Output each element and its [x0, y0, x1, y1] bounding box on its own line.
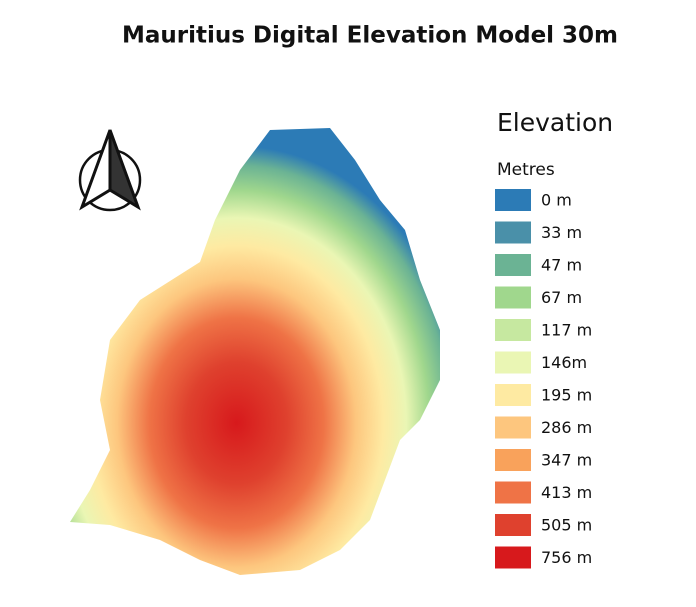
legend: 0 m 33 m 47 m 67 m 117 m 146m 195 m 286 m 347 m 4…: [495, 189, 592, 569]
legend-label: 347 m: [541, 451, 592, 470]
legend-label: 413 m: [541, 483, 592, 502]
map-title: Mauritius Digital Elevation Model 30m: [122, 23, 618, 49]
legend-swatch: [495, 514, 531, 536]
legend-label: 286 m: [541, 418, 592, 437]
legend-label: 505 m: [541, 516, 592, 535]
legend-swatch: [495, 221, 531, 244]
legend-label: 146m: [541, 353, 587, 372]
legend-label: 67 m: [541, 288, 582, 307]
legend-swatch: [495, 384, 531, 406]
legend-label: 117 m: [541, 321, 592, 340]
legend-swatch: [495, 286, 531, 309]
legend-swatch: [495, 351, 531, 374]
legend-swatch: [495, 546, 531, 569]
legend-swatch: [495, 254, 531, 276]
legend-label: 195 m: [541, 386, 592, 405]
north-arrow: [78, 129, 142, 212]
legend-label: 0 m: [541, 191, 572, 210]
legend-swatch: [495, 449, 531, 471]
legend-swatch: [495, 319, 531, 341]
legend-label: 47 m: [541, 256, 582, 275]
island-elevation: [70, 128, 440, 575]
legend-swatch: [495, 481, 531, 504]
legend-swatch: [495, 416, 531, 439]
legend-swatch: [495, 189, 531, 211]
legend-label: 756 m: [541, 548, 592, 567]
legend-subtitle: Metres: [497, 160, 555, 180]
legend-title: Elevation: [497, 108, 613, 137]
legend-label: 33 m: [541, 223, 582, 242]
